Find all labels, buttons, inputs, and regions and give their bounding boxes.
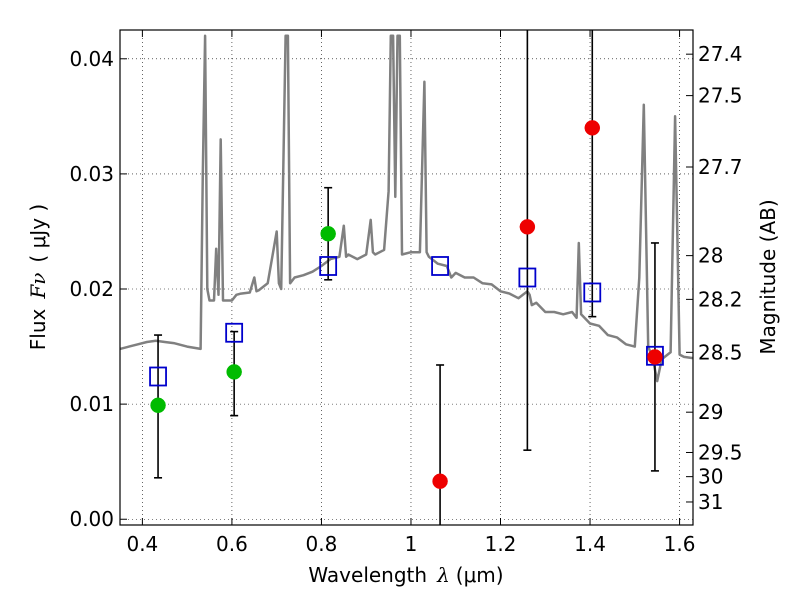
x-tick-label: 1.2 [485, 532, 517, 556]
y-tick-label: 0.03 [69, 162, 114, 186]
nondetections-point [432, 473, 448, 490]
x-tick-label: 1.4 [574, 532, 606, 556]
x-axis-label-symbol: λ [436, 563, 450, 587]
mag-tick-label: 29.5 [698, 440, 743, 464]
nondetections-point [647, 349, 663, 365]
y-axis-label-unit: ( μJy ) [26, 204, 50, 263]
y-axis-label: Flux Fν ( μJy ) [26, 204, 50, 350]
spectrum-layer [119, 34, 694, 383]
x-tick-label: 0.8 [306, 532, 338, 556]
model-photometry-square [518, 267, 537, 288]
mag-tick-label: 31 [698, 490, 723, 514]
model-photometry-square [431, 256, 449, 276]
y-tick-label: 0.01 [69, 392, 114, 416]
mag-tick-label: 28 [698, 244, 723, 268]
y-tick-label: 0.04 [69, 47, 114, 71]
x-axis-label-text: Wavelength [308, 563, 427, 587]
right-axis-label: Magnitude (AB) [756, 199, 780, 354]
mag-tick-label: 27.7 [698, 155, 743, 179]
x-tick-label: 1.6 [664, 532, 696, 556]
grid [120, 30, 693, 525]
x-axis-label: Wavelength λ (μm) [308, 563, 503, 587]
model-photometry-square [646, 345, 664, 366]
model-photometry-square [149, 366, 167, 387]
plot-frame [119, 29, 694, 526]
mag-tick-label: 28.2 [698, 287, 743, 311]
y-axis-label-symbol: Fν [26, 273, 50, 300]
mag-tick-label: 29 [698, 400, 723, 424]
x-tick-label: 1 [405, 532, 418, 556]
mag-tick-label: 27.5 [698, 84, 743, 108]
mag-tick-label: 30 [698, 465, 723, 489]
model-photometry-square [319, 256, 338, 276]
x-axis-label-unit: (μm) [456, 563, 504, 587]
errorbar-layer [154, 30, 659, 525]
detections-point [226, 364, 242, 380]
spectrum-line [119, 34, 694, 383]
nondetections-point [519, 219, 536, 235]
x-tick-label: 0.6 [216, 532, 248, 556]
axis-ticks: 0.4 0.6 0.8 1 1.2 1.4 1.6 0.00 0.01 0.02 0.03 0.04 2… [69, 30, 743, 556]
model-photometry-square [583, 282, 602, 303]
detections-point [150, 397, 166, 414]
y-tick-label: 0.02 [69, 277, 114, 301]
model-photometry-square [225, 322, 244, 343]
y-axis-label-text: Flux [26, 308, 50, 350]
y-tick-label: 0.00 [69, 507, 114, 531]
nondetections-point [584, 120, 601, 136]
detections-point [320, 226, 336, 242]
x-tick-label: 0.4 [126, 532, 158, 556]
mag-tick-label: 28.5 [698, 340, 743, 364]
marker-layer [149, 120, 664, 490]
mag-tick-label: 27.4 [698, 42, 743, 66]
